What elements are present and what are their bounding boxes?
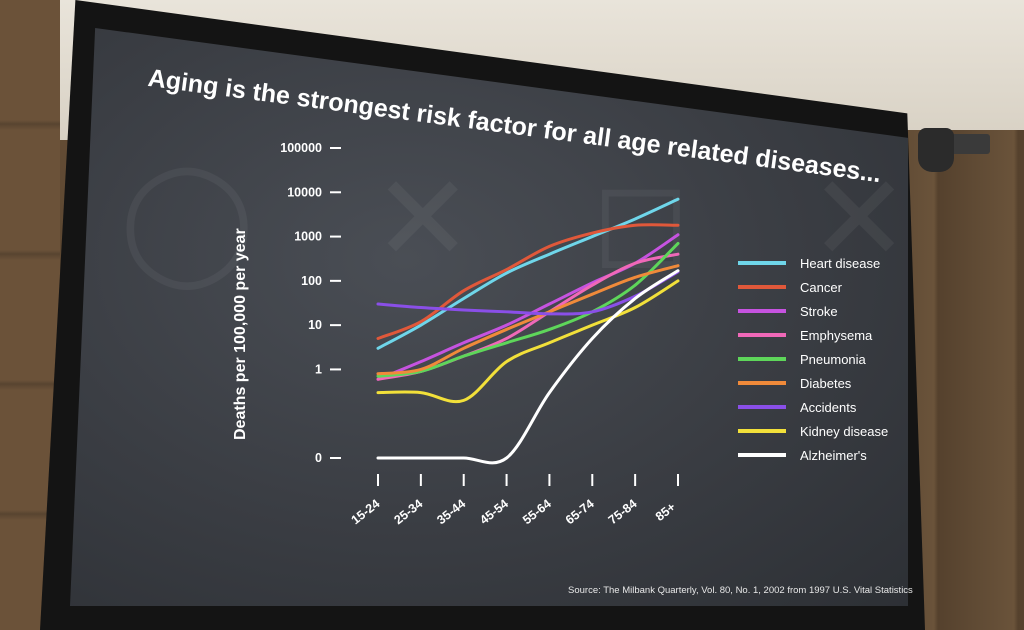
y-tick-label: 0 (315, 451, 322, 465)
y-tick-label: 10000 (287, 185, 322, 199)
series-line (376, 223, 680, 340)
legend-label: Alzheimer's (800, 448, 867, 463)
series-line (376, 269, 680, 465)
x-tick-label: 15-24 (349, 496, 383, 527)
legend-label: Diabetes (800, 376, 852, 391)
legend-label: Pneumonia (800, 352, 867, 367)
series-line (376, 279, 680, 404)
series-line (376, 270, 680, 316)
series-line (376, 197, 680, 350)
legend-label: Accidents (800, 400, 857, 415)
x-tick-label: 45-54 (477, 496, 511, 527)
legend-label: Kidney disease (800, 424, 888, 439)
legend-label: Cancer (800, 280, 843, 295)
x-tick-label: 35-44 (434, 496, 468, 527)
y-tick-label: 100 (301, 274, 322, 288)
presentation-screen (70, 28, 908, 606)
series-line (376, 264, 680, 376)
source-citation: Source: The Milbank Quarterly, Vol. 80, … (568, 585, 913, 596)
legend-label: Emphysema (800, 328, 873, 343)
x-tick-label: 65-74 (563, 496, 597, 527)
x-tick-label: 85+ (653, 500, 678, 524)
y-tick-label: 1 (315, 362, 322, 376)
y-tick-label: 10 (308, 318, 322, 332)
series-line (376, 241, 680, 378)
y-tick-label: 100000 (280, 141, 322, 155)
x-tick-label: 25-34 (391, 496, 425, 527)
y-tick-label: 1000 (294, 230, 322, 244)
camera-mount (950, 134, 990, 154)
security-camera-icon (918, 128, 954, 172)
legend-label: Heart disease (800, 256, 880, 271)
legend-label: Stroke (800, 304, 838, 319)
x-tick-label: 55-64 (520, 496, 554, 527)
x-tick-label: 75-84 (606, 496, 640, 527)
